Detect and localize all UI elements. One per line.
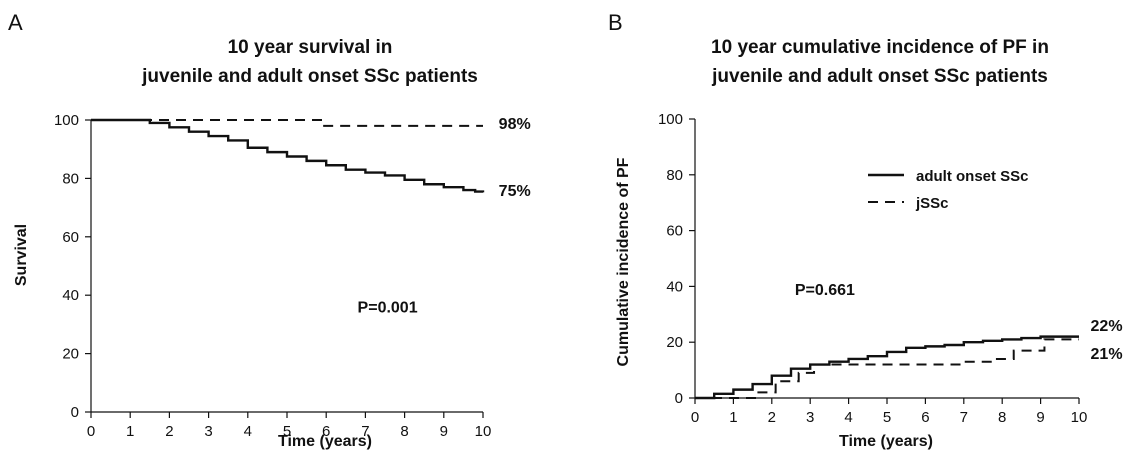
y-tick-label: 0 bbox=[675, 390, 683, 407]
x-tick-label: 9 bbox=[1036, 409, 1044, 426]
panel-a-series bbox=[91, 118, 485, 193]
panel-a-letter: A bbox=[8, 10, 23, 35]
x-tick-label: 3 bbox=[204, 423, 212, 440]
x-tick-label: 9 bbox=[440, 423, 448, 440]
panel-a-axes: 0 20 40 60 80 100 0 1 2 3 4 5 6 7 8 9 10 bbox=[54, 112, 491, 440]
panel-b-annotations: P=0.661 22% 21% bbox=[795, 282, 1123, 363]
x-tick-label: 4 bbox=[844, 409, 852, 426]
x-tick-label: 6 bbox=[921, 409, 929, 426]
panel-b-annotation-end-dashed: 21% bbox=[1091, 346, 1123, 363]
panel-b-series bbox=[695, 335, 1079, 400]
y-tick-label: 60 bbox=[666, 223, 683, 240]
y-tick-label: 20 bbox=[666, 334, 683, 351]
panel-b-title-line-2: juvenile and adult onset SSc patients bbox=[711, 66, 1048, 87]
panel-a-annotation-end-solid: 75% bbox=[499, 183, 531, 200]
panel-b-series-jssc-line bbox=[695, 338, 1079, 399]
panel-b-y-axis-label: Cumulative incidence of PF bbox=[615, 157, 632, 366]
legend-label-jssc: jSSc bbox=[915, 195, 949, 212]
panel-b-axes: 0 20 40 60 80 100 0 1 2 3 4 5 6 7 8 9 10 bbox=[658, 111, 1087, 426]
panel-b-letter: B bbox=[608, 10, 623, 35]
panel-a-title-line-2: juvenile and adult onset SSc patients bbox=[141, 66, 478, 87]
panel-a-series-solid-line bbox=[91, 118, 485, 193]
panel-a-y-axis-label: Survival bbox=[13, 224, 30, 286]
x-tick-label: 3 bbox=[806, 409, 814, 426]
x-tick-label: 10 bbox=[1071, 409, 1088, 426]
panel-a-annotation-end-dashed: 98% bbox=[499, 116, 531, 133]
x-tick-label: 0 bbox=[691, 409, 699, 426]
panel-b-annotation-end-solid: 22% bbox=[1091, 318, 1123, 335]
x-tick-label: 2 bbox=[165, 423, 173, 440]
panel-b-chart: B 10 year cumulative incidence of PF in … bbox=[608, 10, 1123, 450]
x-tick-label: 6 bbox=[322, 423, 330, 440]
y-tick-label: 60 bbox=[62, 229, 79, 246]
x-tick-label: 7 bbox=[960, 409, 968, 426]
y-tick-label: 40 bbox=[666, 278, 683, 295]
y-tick-label: 40 bbox=[62, 287, 79, 304]
panel-a-x-axis-label: Time (years) bbox=[278, 433, 372, 450]
x-tick-label: 1 bbox=[729, 409, 737, 426]
x-tick-label: 4 bbox=[244, 423, 252, 440]
panel-b-legend: adult onset SSc jSSc bbox=[868, 168, 1029, 212]
x-tick-label: 8 bbox=[400, 423, 408, 440]
panel-a-annotation-pval: P=0.001 bbox=[358, 300, 418, 317]
panel-a-chart: A 10 year survival in juvenile and adult… bbox=[8, 10, 531, 450]
x-tick-label: 10 bbox=[475, 423, 492, 440]
y-tick-label: 0 bbox=[71, 404, 79, 421]
panel-b-title-line-1: 10 year cumulative incidence of PF in bbox=[711, 37, 1049, 58]
panel-a-title-line-1: 10 year survival in bbox=[228, 37, 393, 58]
x-tick-label: 5 bbox=[283, 423, 291, 440]
x-tick-label: 2 bbox=[768, 409, 776, 426]
y-tick-label: 20 bbox=[62, 346, 79, 363]
x-tick-label: 5 bbox=[883, 409, 891, 426]
y-tick-label: 80 bbox=[666, 167, 683, 184]
y-tick-label: 80 bbox=[62, 170, 79, 187]
panel-a-annotations: P=0.001 98% 75% bbox=[358, 116, 531, 317]
x-tick-label: 0 bbox=[87, 423, 95, 440]
x-tick-label: 7 bbox=[361, 423, 369, 440]
y-tick-label: 100 bbox=[658, 111, 683, 128]
panel-b-annotation-pval: P=0.661 bbox=[795, 282, 855, 299]
x-tick-label: 1 bbox=[126, 423, 134, 440]
legend-label-adult-onset: adult onset SSc bbox=[916, 168, 1029, 185]
panel-b-series-adult-onset-ssc-line bbox=[695, 335, 1079, 400]
x-tick-label: 8 bbox=[998, 409, 1006, 426]
panel-b-x-axis-label: Time (years) bbox=[839, 433, 933, 450]
y-tick-label: 100 bbox=[54, 112, 79, 129]
